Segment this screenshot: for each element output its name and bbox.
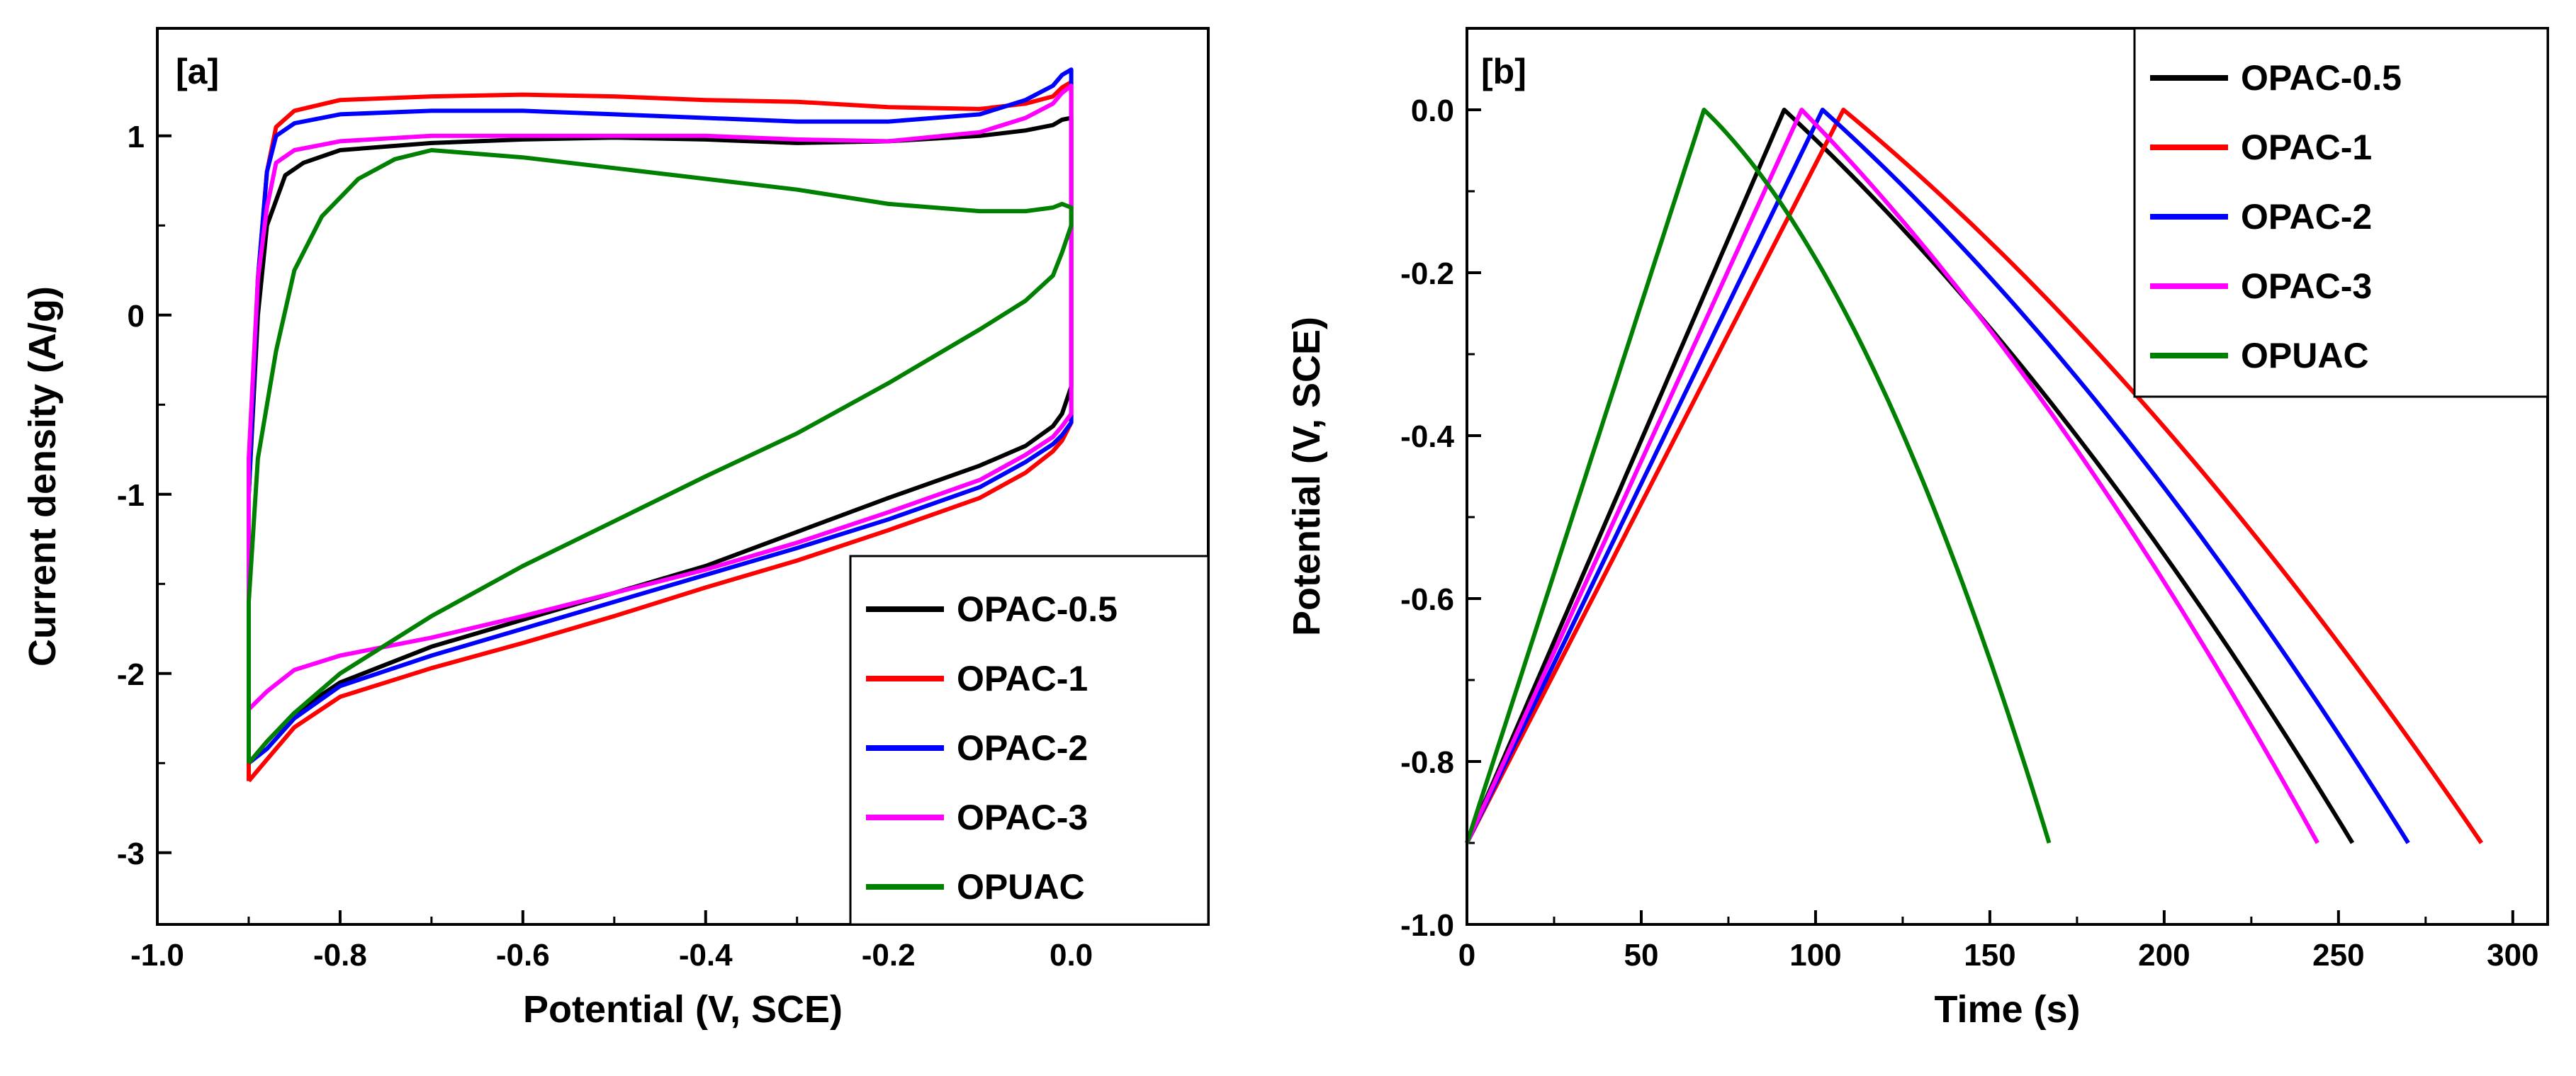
y-tick-label: 0.0: [1411, 94, 1454, 128]
y-tick-label: -1.0: [1400, 908, 1454, 943]
panel-a-cv-chart: [a] -1.0 -0.8 -0.6 -0.4 -0.2 0.0 -3 -2 -1 0 1 Pote…: [21, 27, 1210, 1031]
panel-b-plot-frame: [1466, 27, 2549, 926]
panel-a-plot-frame: [156, 27, 1210, 926]
series-line-opac-3: [247, 84, 1074, 711]
panel-a-tag: [a]: [176, 52, 219, 91]
legend-label: OPAC-2: [2241, 197, 2372, 237]
panel-a-axes: -1.0 -0.8 -0.6 -0.4 -0.2 0.0 -3 -2 -1 0 1: [117, 120, 1093, 973]
y-tick-label: -2: [117, 657, 145, 692]
panel-b-y-axis-label: Potential (V, SCE): [1286, 317, 1328, 636]
legend-label: OPAC-1: [2241, 128, 2372, 167]
y-tick-label: -1: [117, 478, 145, 513]
legend-box: [2133, 27, 2549, 398]
panel-b-axes: 0 50 100 150 200 250 300 -1.0 -0.8 -0.6 -0.4 -0.2 0.…: [1400, 94, 2538, 973]
y-tick-label: 1: [128, 120, 145, 154]
panel-b-series: [1465, 108, 2483, 844]
y-tick-label: 0: [128, 299, 145, 334]
x-tick-label: 0.0: [1050, 938, 1093, 973]
x-tick-label: 250: [2312, 938, 2364, 973]
series-line-opac-2: [247, 67, 1074, 765]
panel-b-tag: [b]: [1481, 52, 1526, 91]
series-line-opac-1: [1465, 108, 2483, 844]
legend-label: OPAC-0.5: [957, 589, 1118, 629]
x-tick-label: 0: [1458, 938, 1475, 973]
x-tick-label: 50: [1624, 938, 1658, 973]
x-tick-label: 300: [2487, 938, 2538, 973]
series-line-opac-3: [1465, 108, 2319, 844]
series-line-opac-0-5: [247, 115, 1074, 765]
series-line-opuac: [247, 148, 1074, 765]
x-tick-label: -0.8: [313, 938, 367, 973]
series-line-opuac: [1465, 108, 2052, 844]
x-tick-label: 150: [1964, 938, 2015, 973]
panel-a-y-axis-label: Current density (A/g): [21, 286, 64, 667]
panel-b-gcd-chart: [b] 0 50 100 150 200 250 300 -1.0 -0.8 -0.6 -0.4 -0…: [1286, 27, 2549, 1031]
x-tick-label: -0.6: [496, 938, 550, 973]
x-tick-label: -0.4: [679, 938, 733, 973]
legend-box: [849, 555, 1210, 926]
legend-label: OPAC-3: [2241, 266, 2372, 306]
legend-label: OPAC-1: [957, 659, 1088, 698]
y-tick-label: -3: [117, 837, 145, 871]
panel-a-series: [247, 67, 1074, 783]
legend-label: OPAC-3: [957, 798, 1088, 837]
legend-label: OPUAC: [2241, 336, 2369, 375]
x-tick-label: 200: [2138, 938, 2190, 973]
y-tick-label: -0.6: [1400, 582, 1454, 617]
panel-a-legend: OPAC-0.5 OPAC-1 OPAC-2 OPAC-3 OPUAC: [849, 555, 1210, 926]
x-tick-label: -1.0: [130, 938, 184, 973]
legend-label: OPAC-0.5: [2241, 58, 2402, 98]
legend-label: OPAC-2: [957, 728, 1088, 768]
panel-b-x-axis-label: Time (s): [1934, 988, 2080, 1031]
series-line-opac-0-5: [1465, 108, 2355, 844]
legend-label: OPUAC: [957, 867, 1085, 907]
y-tick-label: -0.4: [1400, 419, 1454, 454]
series-line-opac-1: [247, 79, 1074, 783]
y-tick-label: -0.2: [1400, 256, 1454, 291]
x-tick-label: 100: [1789, 938, 1841, 973]
y-tick-label: -0.8: [1400, 745, 1454, 780]
panel-a-x-axis-label: Potential (V, SCE): [523, 988, 843, 1031]
series-line-opac-2: [1465, 108, 2410, 844]
panel-b-legend: OPAC-0.5 OPAC-1 OPAC-2 OPAC-3 OPUAC: [2133, 27, 2549, 398]
x-tick-label: -0.2: [862, 938, 916, 973]
